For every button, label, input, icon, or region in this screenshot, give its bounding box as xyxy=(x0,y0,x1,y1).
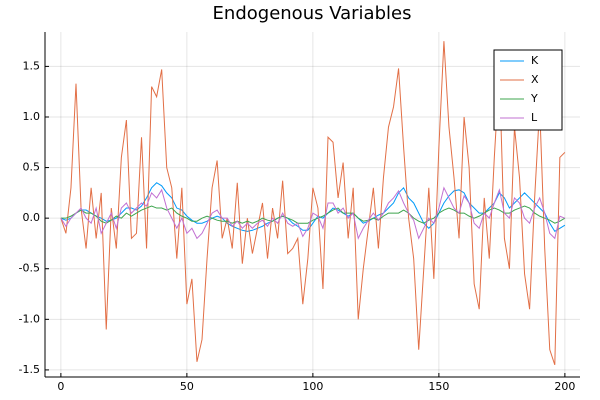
legend-label: K xyxy=(531,54,539,67)
x-tick-label: 50 xyxy=(180,380,194,393)
legend-label: L xyxy=(531,111,538,124)
x-tick-label: 0 xyxy=(57,380,64,393)
y-tick-label: -0.5 xyxy=(19,262,40,275)
y-tick-label: 1.5 xyxy=(23,59,41,72)
x-tick-label: 200 xyxy=(554,380,575,393)
y-tick-label: -1.0 xyxy=(19,312,40,325)
legend-box xyxy=(493,49,563,131)
legend-label: Y xyxy=(530,92,538,105)
x-tick-label: 150 xyxy=(428,380,449,393)
line-series xyxy=(60,41,566,366)
y-tick-label: -1.5 xyxy=(19,363,40,376)
y-tick-label: 0.0 xyxy=(23,211,41,224)
line-series xyxy=(60,205,566,224)
y-tick-label: 0.5 xyxy=(23,161,41,174)
chart-title: Endogenous Variables xyxy=(213,3,412,24)
line-series xyxy=(60,186,566,240)
legend-label: X xyxy=(531,73,539,86)
y-tick-label: 1.0 xyxy=(23,110,41,123)
x-tick-label: 100 xyxy=(302,380,323,393)
